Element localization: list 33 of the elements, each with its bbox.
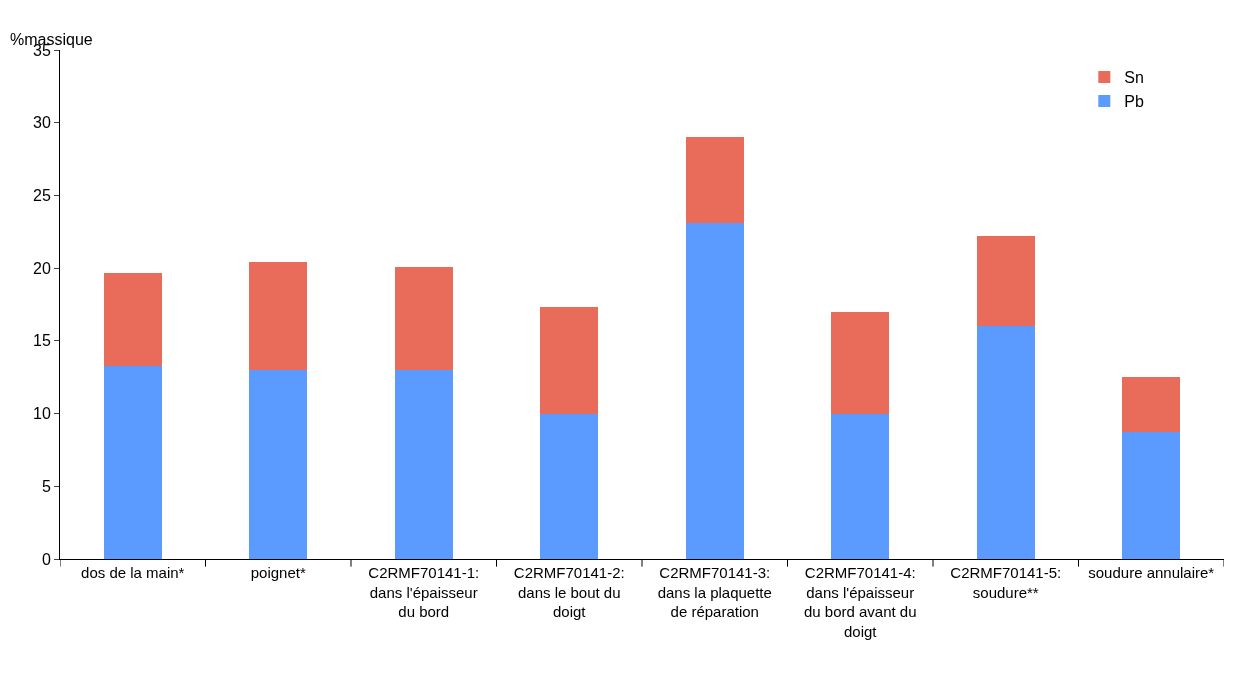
x-tick-label: poignet* xyxy=(250,564,306,581)
y-tick-label: 25 xyxy=(33,187,51,205)
bar xyxy=(249,369,308,559)
x-tick-label: dos de la main* xyxy=(81,564,185,581)
bar xyxy=(103,365,162,559)
y-tick-label: 0 xyxy=(41,550,51,568)
bar xyxy=(976,236,1035,327)
bar xyxy=(394,369,453,559)
bar xyxy=(103,272,162,366)
bar xyxy=(685,223,744,559)
legend-label: Pb xyxy=(1124,93,1144,111)
bar xyxy=(540,413,599,559)
x-tick-label: C2RMF70141-3: dans la plaquette de réparation xyxy=(657,564,772,620)
bar xyxy=(394,266,453,370)
x-tick-label: C2RMF70141-5: soudure** xyxy=(950,564,1062,601)
bar xyxy=(1122,377,1181,433)
y-tick-label: 30 xyxy=(33,114,51,132)
bar xyxy=(249,262,308,370)
y-tick-label: 10 xyxy=(33,405,51,423)
bar xyxy=(831,311,890,414)
x-tick-label: C2RMF70141-2: dans le bout du doigt xyxy=(513,564,625,620)
bar xyxy=(976,326,1035,559)
bar xyxy=(685,137,744,224)
x-tick-label: C2RMF70141-4: dans l'épaisseur du bord avant du doigt xyxy=(803,564,917,640)
y-tick-label: 20 xyxy=(33,259,51,277)
bar xyxy=(1122,432,1181,559)
y-tick-label: 5 xyxy=(41,477,51,495)
x-tick-label: C2RMF70141-1: dans l'épaisseur du bord xyxy=(368,564,480,620)
x-tick-label: soudure annulaire* xyxy=(1088,564,1215,581)
legend-label: Sn xyxy=(1124,69,1144,87)
bar xyxy=(540,307,599,414)
y-tick-label: 15 xyxy=(33,332,51,350)
bar xyxy=(831,413,890,559)
